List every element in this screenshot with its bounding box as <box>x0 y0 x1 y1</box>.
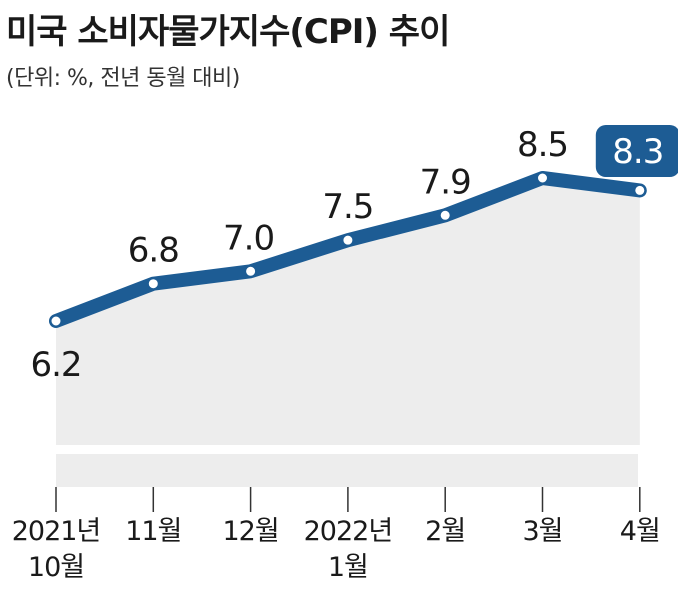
value-label-2: 6.8 <box>128 231 179 271</box>
data-point-7 <box>633 183 647 197</box>
area-under-line <box>56 178 640 445</box>
x-tick-label-2: 11월 <box>125 516 181 547</box>
data-point-2 <box>146 277 160 291</box>
data-point-5 <box>438 208 452 222</box>
value-label-3: 7.0 <box>223 218 274 258</box>
x-tick-label-3: 12월 <box>222 516 278 547</box>
axis-band <box>56 454 638 487</box>
data-point-1 <box>49 314 63 328</box>
chart-title: 미국 소비자물가지수(CPI) 추이 <box>6 12 450 52</box>
plot-area <box>56 454 638 487</box>
x-tick-label-6: 3월 <box>522 516 562 547</box>
x-tick-label-1: 2021년 10월 <box>12 516 101 583</box>
data-point-6 <box>536 171 549 185</box>
value-label-4: 7.5 <box>322 187 373 227</box>
data-point-3 <box>244 264 258 278</box>
value-label-1: 6.2 <box>30 345 81 385</box>
value-label-7: 8.3 <box>612 132 663 172</box>
data-labels: 6.2 6.8 7.0 7.5 7.9 8.5 8.3 <box>30 125 678 385</box>
x-tick-label-7: 4월 <box>620 516 660 547</box>
data-point-4 <box>341 233 355 247</box>
data-points <box>49 171 647 328</box>
highlight-label-bg <box>595 125 678 177</box>
x-tick-label-4: 2022년 1월 <box>304 516 393 583</box>
value-label-6: 8.5 <box>517 125 568 165</box>
area-fill <box>56 178 640 445</box>
chart-subtitle: (단위: %, 전년 동월 대비) <box>6 66 240 91</box>
x-axis: 2021년 10월 11월 12월 2022년 1월 2월 3월 4월 <box>12 487 661 583</box>
value-label-5: 7.9 <box>420 162 471 202</box>
x-tick-label-5: 2월 <box>425 516 465 547</box>
